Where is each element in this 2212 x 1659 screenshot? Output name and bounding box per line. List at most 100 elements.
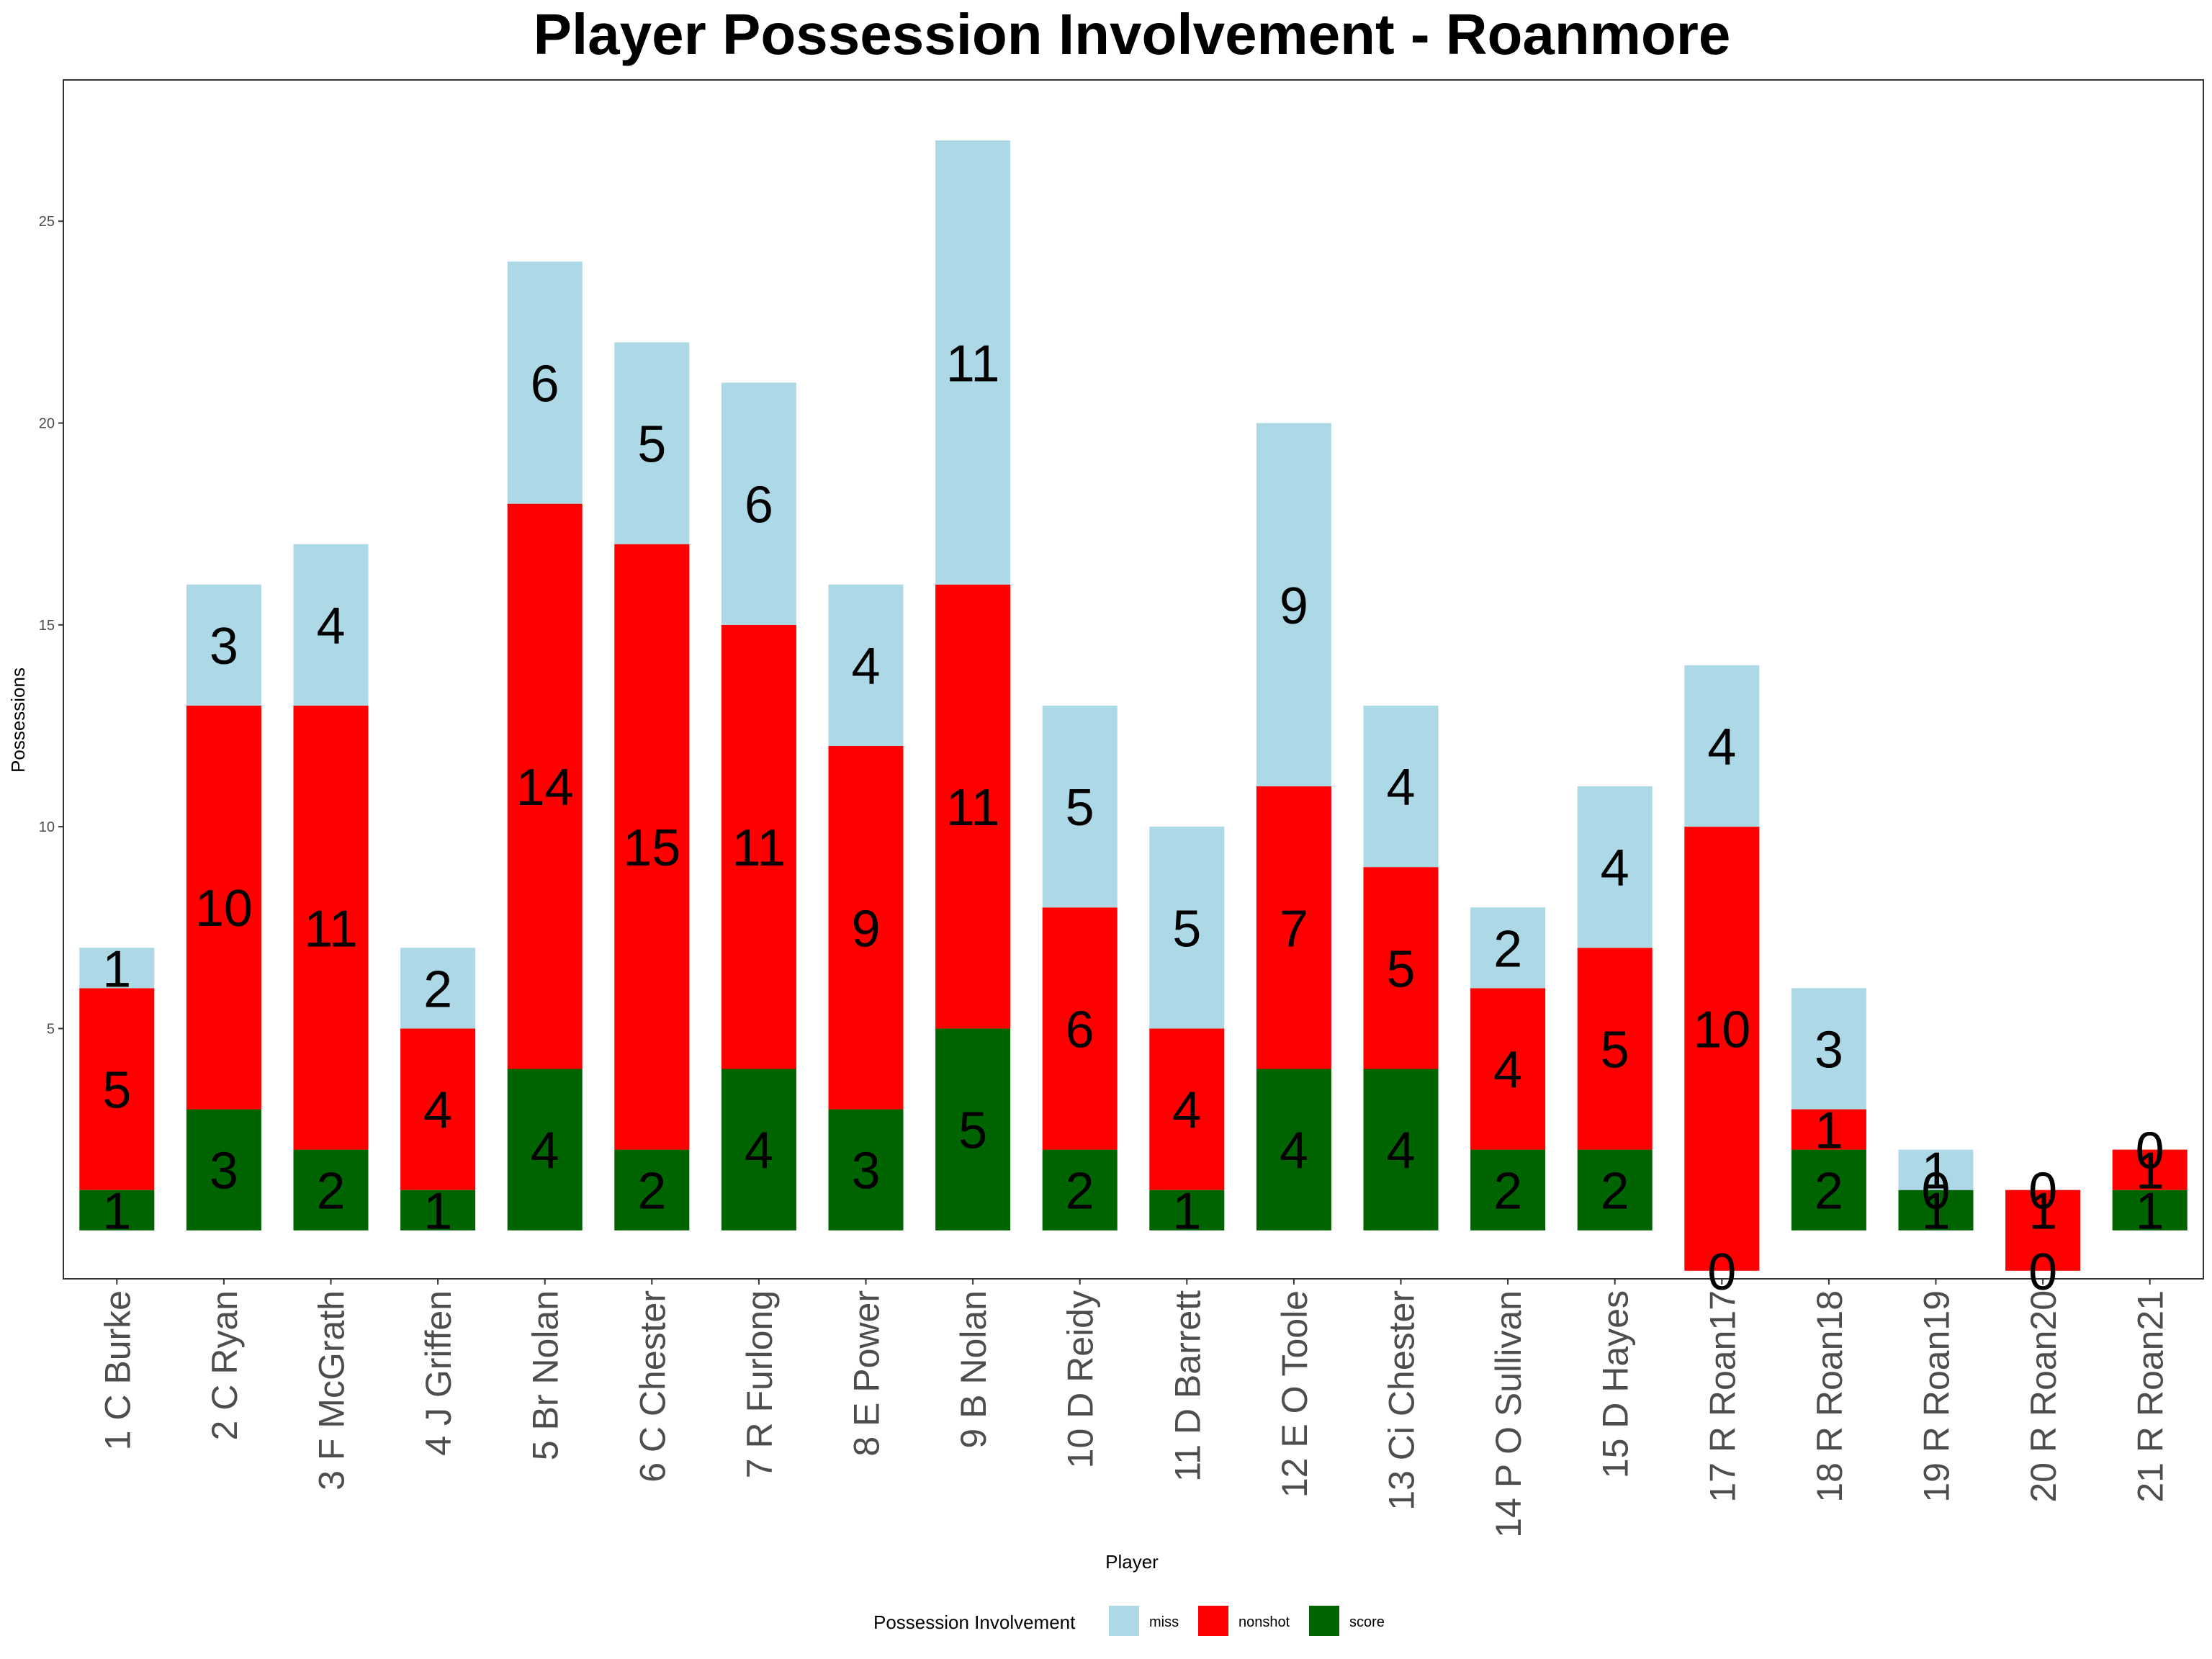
label-nonshot-9-b-nolan: 11 — [946, 779, 1000, 837]
legend-key-miss — [1109, 1606, 1139, 1636]
bar-nonshot-21-r-roan21 — [2112, 1149, 2188, 1190]
label-miss-8-e-power: 4 — [851, 638, 880, 696]
x-tick-label-1-c-burke: 1 C Burke — [97, 1290, 138, 1450]
label-miss-21-r-roan21: 0 — [2136, 1123, 2164, 1180]
x-axis: 1 C Burke 2 C Ryan 3 F McGrath 4 J Griffen 5… — [97, 1279, 2171, 1538]
x-tick-label-11-d-barrett: 11 D Barrett — [1167, 1290, 1208, 1482]
y-tick-label: 15 — [39, 618, 55, 634]
bar-nonshot-8-e-power — [828, 746, 904, 1110]
label-score-7-r-furlong: 4 — [745, 1123, 773, 1180]
x-axis-title: Player — [1105, 1551, 1159, 1573]
label-nonshot-13-ci-chester: 5 — [1386, 940, 1415, 998]
x-tick-label-6-c-chester: 6 C Chester — [632, 1290, 673, 1483]
y-tick-label: 5 — [47, 1021, 55, 1037]
label-score-1-c-burke: 1 — [102, 1183, 131, 1241]
label-score-15-d-hayes: 2 — [1601, 1163, 1629, 1220]
bar-nonshot-10-d-reidy — [1042, 907, 1118, 1150]
label-nonshot-19-r-roan19: 0 — [1921, 1163, 1950, 1220]
label-score-11-d-barrett: 1 — [1172, 1183, 1201, 1241]
bar-miss-19-r-roan19 — [1898, 1149, 1974, 1190]
y-tick-label: 25 — [39, 214, 55, 230]
label-miss-3-f-mcgrath: 4 — [316, 598, 345, 655]
bar-nonshot-14-p-o-sullivan — [1470, 988, 1546, 1150]
label-nonshot-5-br-nolan: 14 — [516, 759, 574, 817]
bar-nonshot-6-c-chester — [614, 544, 690, 1150]
x-tick-label-9-b-nolan: 9 B Nolan — [953, 1290, 994, 1449]
bar-score-13-ci-chester — [1363, 1069, 1439, 1231]
label-nonshot-1-c-burke: 5 — [102, 1062, 131, 1120]
label-miss-11-d-barrett: 5 — [1172, 900, 1201, 958]
bar-miss-17-r-roan17 — [1684, 665, 1760, 827]
label-score-14-p-o-sullivan: 2 — [1493, 1163, 1522, 1220]
label-miss-17-r-roan17: 4 — [1707, 719, 1736, 776]
bar-miss-15-d-hayes — [1577, 786, 1653, 948]
label-nonshot-11-d-barrett: 4 — [1172, 1082, 1201, 1140]
x-tick-label-10-d-reidy: 10 D Reidy — [1061, 1290, 1101, 1468]
bar-nonshot-17-r-roan17 — [1684, 827, 1760, 1271]
bar-score-11-d-barrett — [1149, 1190, 1225, 1231]
label-score-8-e-power: 3 — [851, 1143, 880, 1200]
label-miss-5-br-nolan: 6 — [531, 355, 559, 413]
bar-nonshot-18-r-roan18 — [1791, 1109, 1866, 1150]
label-nonshot-10-d-reidy: 6 — [1066, 1001, 1094, 1058]
bar-miss-14-p-o-sullivan — [1470, 907, 1546, 989]
label-miss-1-c-burke: 1 — [102, 940, 131, 998]
label-score-5-br-nolan: 4 — [531, 1123, 559, 1180]
x-tick-label-14-p-o-sullivan: 14 P O Sullivan — [1488, 1290, 1529, 1538]
label-miss-2-c-ryan: 3 — [210, 618, 238, 675]
bar-miss-7-r-furlong — [721, 382, 796, 625]
bar-score-5-br-nolan — [507, 1069, 583, 1231]
label-score-3-f-mcgrath: 2 — [316, 1163, 345, 1220]
x-tick-label-20-r-roan20: 20 R Roan20 — [2023, 1290, 2064, 1503]
bar-miss-8-e-power — [828, 584, 904, 746]
bar-score-6-c-chester — [614, 1149, 690, 1231]
bar-nonshot-20-r-roan20 — [2005, 1190, 2081, 1271]
label-score-4-j-griffen: 1 — [423, 1183, 452, 1241]
y-axis: 5 10 15 20 25 — [39, 214, 63, 1037]
label-nonshot-8-e-power: 9 — [851, 900, 880, 958]
label-score-12-e-o-toole: 4 — [1280, 1123, 1308, 1180]
label-miss-9-b-nolan: 11 — [946, 335, 1000, 392]
bar-nonshot-3-f-mcgrath — [293, 705, 369, 1150]
label-miss-20-r-roan20: 0 — [2028, 1163, 2057, 1220]
label-nonshot-12-e-o-toole: 7 — [1280, 900, 1308, 958]
label-miss-13-ci-chester: 4 — [1386, 759, 1415, 817]
x-tick-label-8-e-power: 8 E Power — [847, 1290, 887, 1457]
label-score-21-r-roan21: 1 — [2136, 1183, 2164, 1241]
bar-miss-9-b-nolan — [935, 140, 1011, 585]
label-nonshot-4-j-griffen: 4 — [423, 1082, 452, 1140]
label-nonshot-17-r-roan17: 10 — [1693, 1001, 1750, 1058]
bar-nonshot-7-r-furlong — [721, 624, 796, 1069]
x-tick-label-2-c-ryan: 2 C Ryan — [204, 1290, 245, 1440]
label-score-13-ci-chester: 4 — [1386, 1123, 1415, 1180]
y-axis-title: Possessions — [7, 667, 29, 773]
bar-nonshot-13-ci-chester — [1363, 867, 1439, 1069]
bar-nonshot-15-d-hayes — [1577, 948, 1653, 1150]
label-miss-12-e-o-toole: 9 — [1280, 577, 1308, 635]
label-score-18-r-roan18: 2 — [1815, 1163, 1843, 1220]
bar-score-10-d-reidy — [1042, 1149, 1118, 1231]
bar-score-15-d-hayes — [1577, 1149, 1653, 1231]
bar-nonshot-5-br-nolan — [507, 503, 583, 1069]
bar-miss-5-br-nolan — [507, 261, 583, 504]
bar-miss-2-c-ryan — [186, 584, 261, 706]
legend: Possession Involvement miss nonshot score — [873, 1606, 1385, 1636]
bar-nonshot-4-j-griffen — [400, 1028, 476, 1190]
label-score-19-r-roan19: 1 — [1921, 1183, 1950, 1241]
x-tick-label-7-r-furlong: 7 R Furlong — [739, 1290, 780, 1478]
bar-miss-18-r-roan18 — [1791, 988, 1866, 1110]
legend-key-score — [1309, 1606, 1339, 1636]
label-score-6-c-chester: 2 — [637, 1163, 666, 1220]
label-score-20-r-roan20: 0 — [2028, 1244, 2057, 1301]
legend-title: Possession Involvement — [873, 1611, 1076, 1633]
label-nonshot-3-f-mcgrath: 11 — [304, 900, 358, 958]
bar-nonshot-2-c-ryan — [186, 705, 261, 1110]
x-tick-label-3-f-mcgrath: 3 F McGrath — [312, 1290, 352, 1491]
label-score-9-b-nolan: 5 — [958, 1102, 987, 1160]
bar-score-12-e-o-toole — [1256, 1069, 1331, 1231]
bar-miss-11-d-barrett — [1149, 827, 1225, 1029]
bar-miss-10-d-reidy — [1042, 705, 1118, 908]
segment-labels: 1513103211414241462155411639451111265145… — [102, 335, 2164, 1300]
bar-nonshot-12-e-o-toole — [1256, 786, 1331, 1069]
